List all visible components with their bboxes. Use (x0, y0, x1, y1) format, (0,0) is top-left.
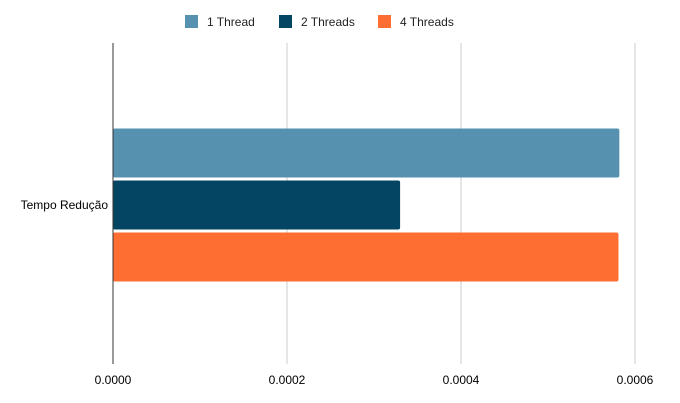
bar-4-threads (113, 232, 619, 282)
legend-swatch (185, 15, 198, 28)
x-tick-labels: 0.0000 0.0002 0.0004 0.0006 (95, 373, 654, 387)
legend-label: 2 Threads (301, 15, 355, 29)
bar-2-threads (113, 180, 401, 230)
category-label: Tempo Redução (21, 198, 109, 212)
x-tick-label: 0.0004 (443, 373, 480, 387)
legend-swatch (279, 15, 292, 28)
x-tick-label: 0.0006 (617, 373, 654, 387)
legend: 1 Thread 2 Threads 4 Threads (185, 15, 454, 29)
x-tick-label: 0.0000 (95, 373, 132, 387)
bars (113, 128, 620, 282)
x-tick-label: 0.0002 (269, 373, 306, 387)
legend-swatch (378, 15, 391, 28)
category-labels: Tempo Redução (21, 198, 109, 212)
legend-label: 1 Thread (207, 15, 255, 29)
legend-label: 4 Threads (400, 15, 454, 29)
bar-1-thread (113, 128, 620, 178)
